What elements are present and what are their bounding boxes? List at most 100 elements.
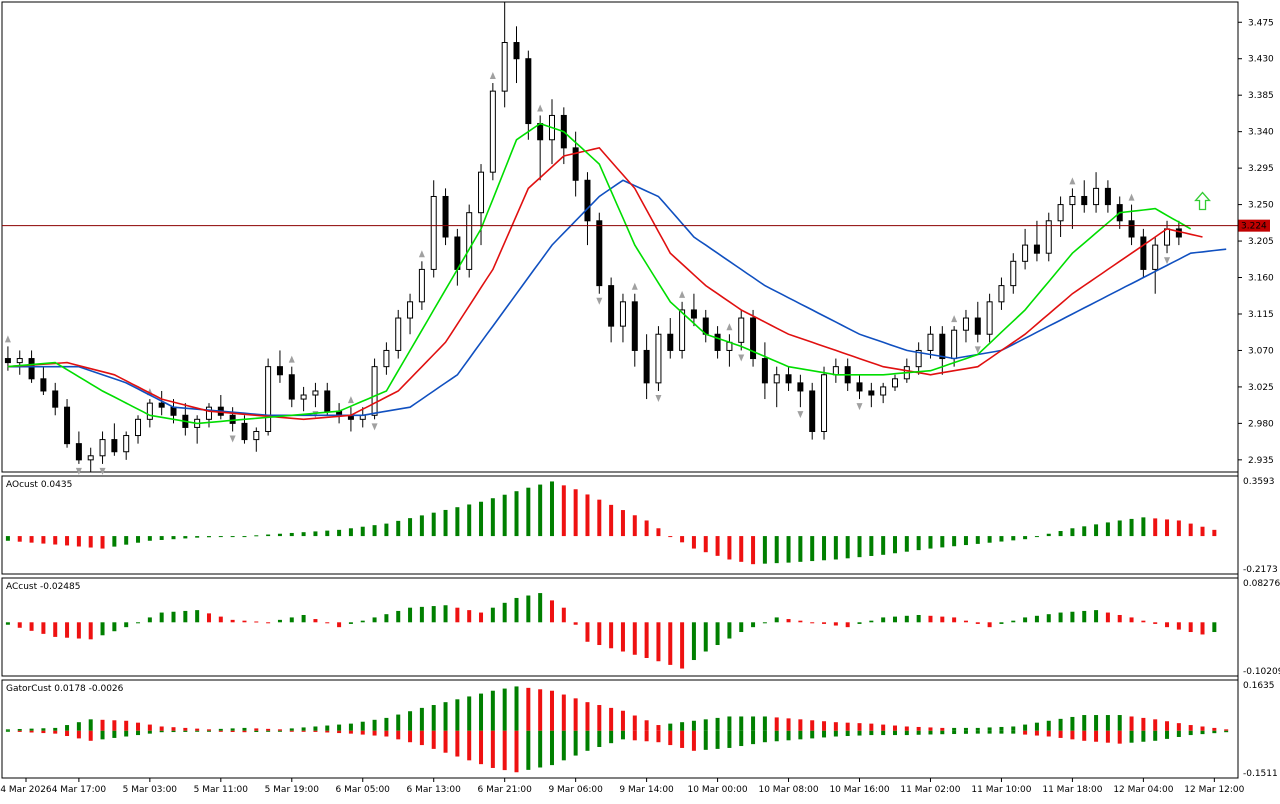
ac-bar (289, 617, 294, 623)
ac-bar (680, 622, 685, 669)
candle-body (525, 58, 532, 125)
ao-bar (810, 536, 815, 562)
gator-upper-bar (1141, 717, 1146, 731)
ao-bar (136, 536, 141, 543)
fractal-up-marker (1069, 177, 1076, 185)
fractal-down-marker (229, 435, 236, 443)
ac-bar (987, 622, 992, 628)
ao-bar (1200, 526, 1205, 537)
candle-body (4, 358, 11, 364)
fractal-up-marker (1128, 193, 1135, 201)
ao-max-label: 0.3593 (1243, 477, 1275, 487)
gator-upper-bar (100, 719, 105, 731)
ao-bar (585, 494, 590, 537)
candle-body (466, 212, 473, 270)
gator-lower-bar (549, 730, 554, 766)
candle-body (276, 366, 283, 376)
gator-upper-bar (1200, 726, 1205, 731)
gator-upper-bar (691, 720, 696, 731)
gator-upper-bar (1070, 716, 1075, 731)
fractal-down-marker (99, 467, 106, 475)
ac-bar (372, 617, 377, 623)
candle-body (1057, 204, 1064, 222)
fractal-up-marker (951, 315, 958, 323)
ao-bar (561, 485, 566, 537)
gator-upper-bar (76, 722, 81, 731)
candle-body (1152, 244, 1159, 270)
gator-upper-bar (408, 711, 413, 731)
ma-fast-line (7, 122, 1192, 425)
fractal-down-marker (797, 411, 804, 419)
gator-lower-bar (987, 730, 992, 734)
ac-bar (549, 600, 554, 623)
ac-bar (798, 620, 803, 623)
ao-bar (65, 536, 70, 546)
gator-lower-bar (703, 730, 708, 750)
ao-bar (337, 529, 342, 537)
gator-lower-bar (1153, 730, 1158, 741)
ac-bar (17, 622, 22, 628)
gator-upper-bar (1034, 722, 1039, 731)
gator-lower-bar (597, 730, 602, 747)
candle-body (489, 90, 496, 173)
gator-upper-bar (727, 716, 732, 731)
ao-bar (609, 504, 614, 537)
ac-bar (112, 622, 117, 632)
gator-panel (1, 679, 1239, 779)
ao-bar (845, 536, 850, 559)
candle-body (312, 390, 319, 396)
gator-upper-bar (538, 689, 543, 731)
candle-body (1033, 244, 1040, 254)
ao-bar (620, 510, 625, 537)
gator-lower-bar (892, 730, 897, 736)
gator-upper-bar (455, 699, 460, 731)
ao-bar (313, 531, 318, 537)
gator-upper-bar (490, 690, 495, 731)
gator-lower-bar (467, 730, 472, 761)
price-axis-label: 3.115 (1248, 310, 1274, 320)
gator-lower-bar (29, 730, 34, 733)
ac-bar (833, 622, 838, 626)
gator-upper-bar (195, 728, 200, 731)
gator-upper-bar (136, 722, 141, 731)
gator-upper-bar (916, 726, 921, 731)
fractal-up-marker (489, 72, 496, 80)
ac-bar (301, 614, 306, 623)
ac-min-label: -0.10209 (1243, 667, 1280, 677)
gator-lower-bar (561, 730, 566, 761)
candle-body (750, 317, 757, 360)
ao-bar (538, 484, 543, 537)
gator-lower-bar (774, 730, 779, 742)
candle-body (785, 374, 792, 384)
ao-bar (656, 528, 661, 537)
time-axis-label: 10 Mar 08:00 (758, 785, 818, 795)
gator-lower-bar (266, 730, 271, 732)
time-axis-label: 9 Mar 14:00 (619, 785, 674, 795)
fractal-down-marker (1164, 257, 1171, 265)
gator-upper-bar (585, 702, 590, 731)
ao-min-label: -0.2173 (1243, 565, 1278, 575)
ac-bar (916, 614, 921, 623)
gator-lower-bar (337, 730, 342, 734)
candle-body (170, 406, 177, 416)
gator-lower-bar (857, 730, 862, 736)
ao-bar (904, 536, 909, 552)
gator-upper-bar (715, 717, 720, 731)
ao-bar (1153, 518, 1158, 537)
ao-bar (443, 509, 448, 537)
ao-bar (833, 536, 838, 560)
gator-upper-bar (1153, 719, 1158, 731)
candle-body (111, 439, 118, 453)
candle-body (951, 329, 958, 360)
ac-bar (348, 622, 353, 624)
ao-bar (242, 536, 247, 538)
candle-body (52, 390, 59, 408)
ac-bar (337, 622, 342, 628)
ao-bar (1165, 519, 1170, 537)
gator-lower-bar (1200, 730, 1205, 735)
price-axis-label: 3.250 (1248, 201, 1274, 211)
price-axis-label: 3.475 (1248, 18, 1274, 28)
ac-bar (609, 622, 614, 649)
ao-bar (479, 501, 484, 537)
